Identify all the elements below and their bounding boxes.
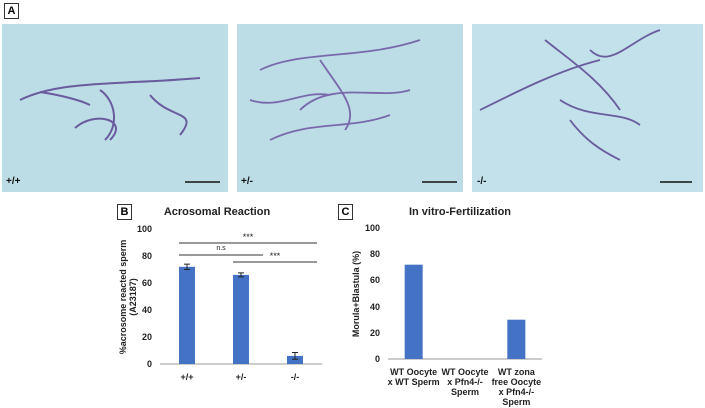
chart-title: Acrosomal Reaction <box>163 206 271 218</box>
genotype-label: -/- <box>477 176 487 187</box>
significance-label: *** <box>269 251 281 261</box>
x-tick-label: +/- <box>235 372 247 382</box>
genotype-label: +/- <box>241 176 253 187</box>
micrograph-1 <box>2 24 228 192</box>
y-tick-label: 0 <box>374 354 380 364</box>
genotype-label: +/+ <box>6 176 21 187</box>
bar <box>287 355 303 364</box>
y-tick-label: 20 <box>369 327 380 338</box>
y-axis-label: %acrosome reacted sperm (A23187) <box>118 239 138 354</box>
x-tick-label: +/+ <box>180 372 194 382</box>
y-tick-label: 100 <box>364 223 380 233</box>
y-tick-label: 40 <box>141 305 152 315</box>
x-tick-label: -/- <box>290 372 300 382</box>
y-axis-label: Morula+Blastula (%) <box>351 250 361 337</box>
panel-label: A <box>4 3 19 19</box>
y-tick-label: 80 <box>141 251 152 261</box>
significance-label: n.s <box>216 245 226 252</box>
bar <box>179 266 195 364</box>
panel-label: C <box>338 204 353 220</box>
panel-label: B <box>117 204 132 220</box>
bar <box>404 264 423 359</box>
error-bar <box>292 352 298 360</box>
y-tick-label: 60 <box>369 275 380 286</box>
chart-title: In vitro-Fertilization <box>408 206 512 218</box>
y-tick-label: 100 <box>136 224 152 234</box>
x-tick-label: WT Oocyte x Pfn4-/- Sperm <box>441 367 489 397</box>
error-bar <box>238 272 244 278</box>
y-tick-label: 0 <box>146 359 152 369</box>
micrograph-3 <box>472 24 703 192</box>
y-tick-label: 20 <box>141 332 152 342</box>
micrograph-2 <box>237 24 463 192</box>
y-tick-label: 40 <box>369 301 380 312</box>
bar <box>507 319 526 359</box>
y-tick-label: 80 <box>369 249 380 260</box>
x-tick-label: WT Oocyte x WT Sperm <box>387 367 440 387</box>
x-tick-label: WT zona free Oocyte x Pfn4-/- Sperm <box>491 367 542 407</box>
bar <box>233 274 249 364</box>
y-tick-label: 60 <box>141 278 152 288</box>
significance-label: *** <box>242 232 254 242</box>
error-bar <box>184 263 190 270</box>
